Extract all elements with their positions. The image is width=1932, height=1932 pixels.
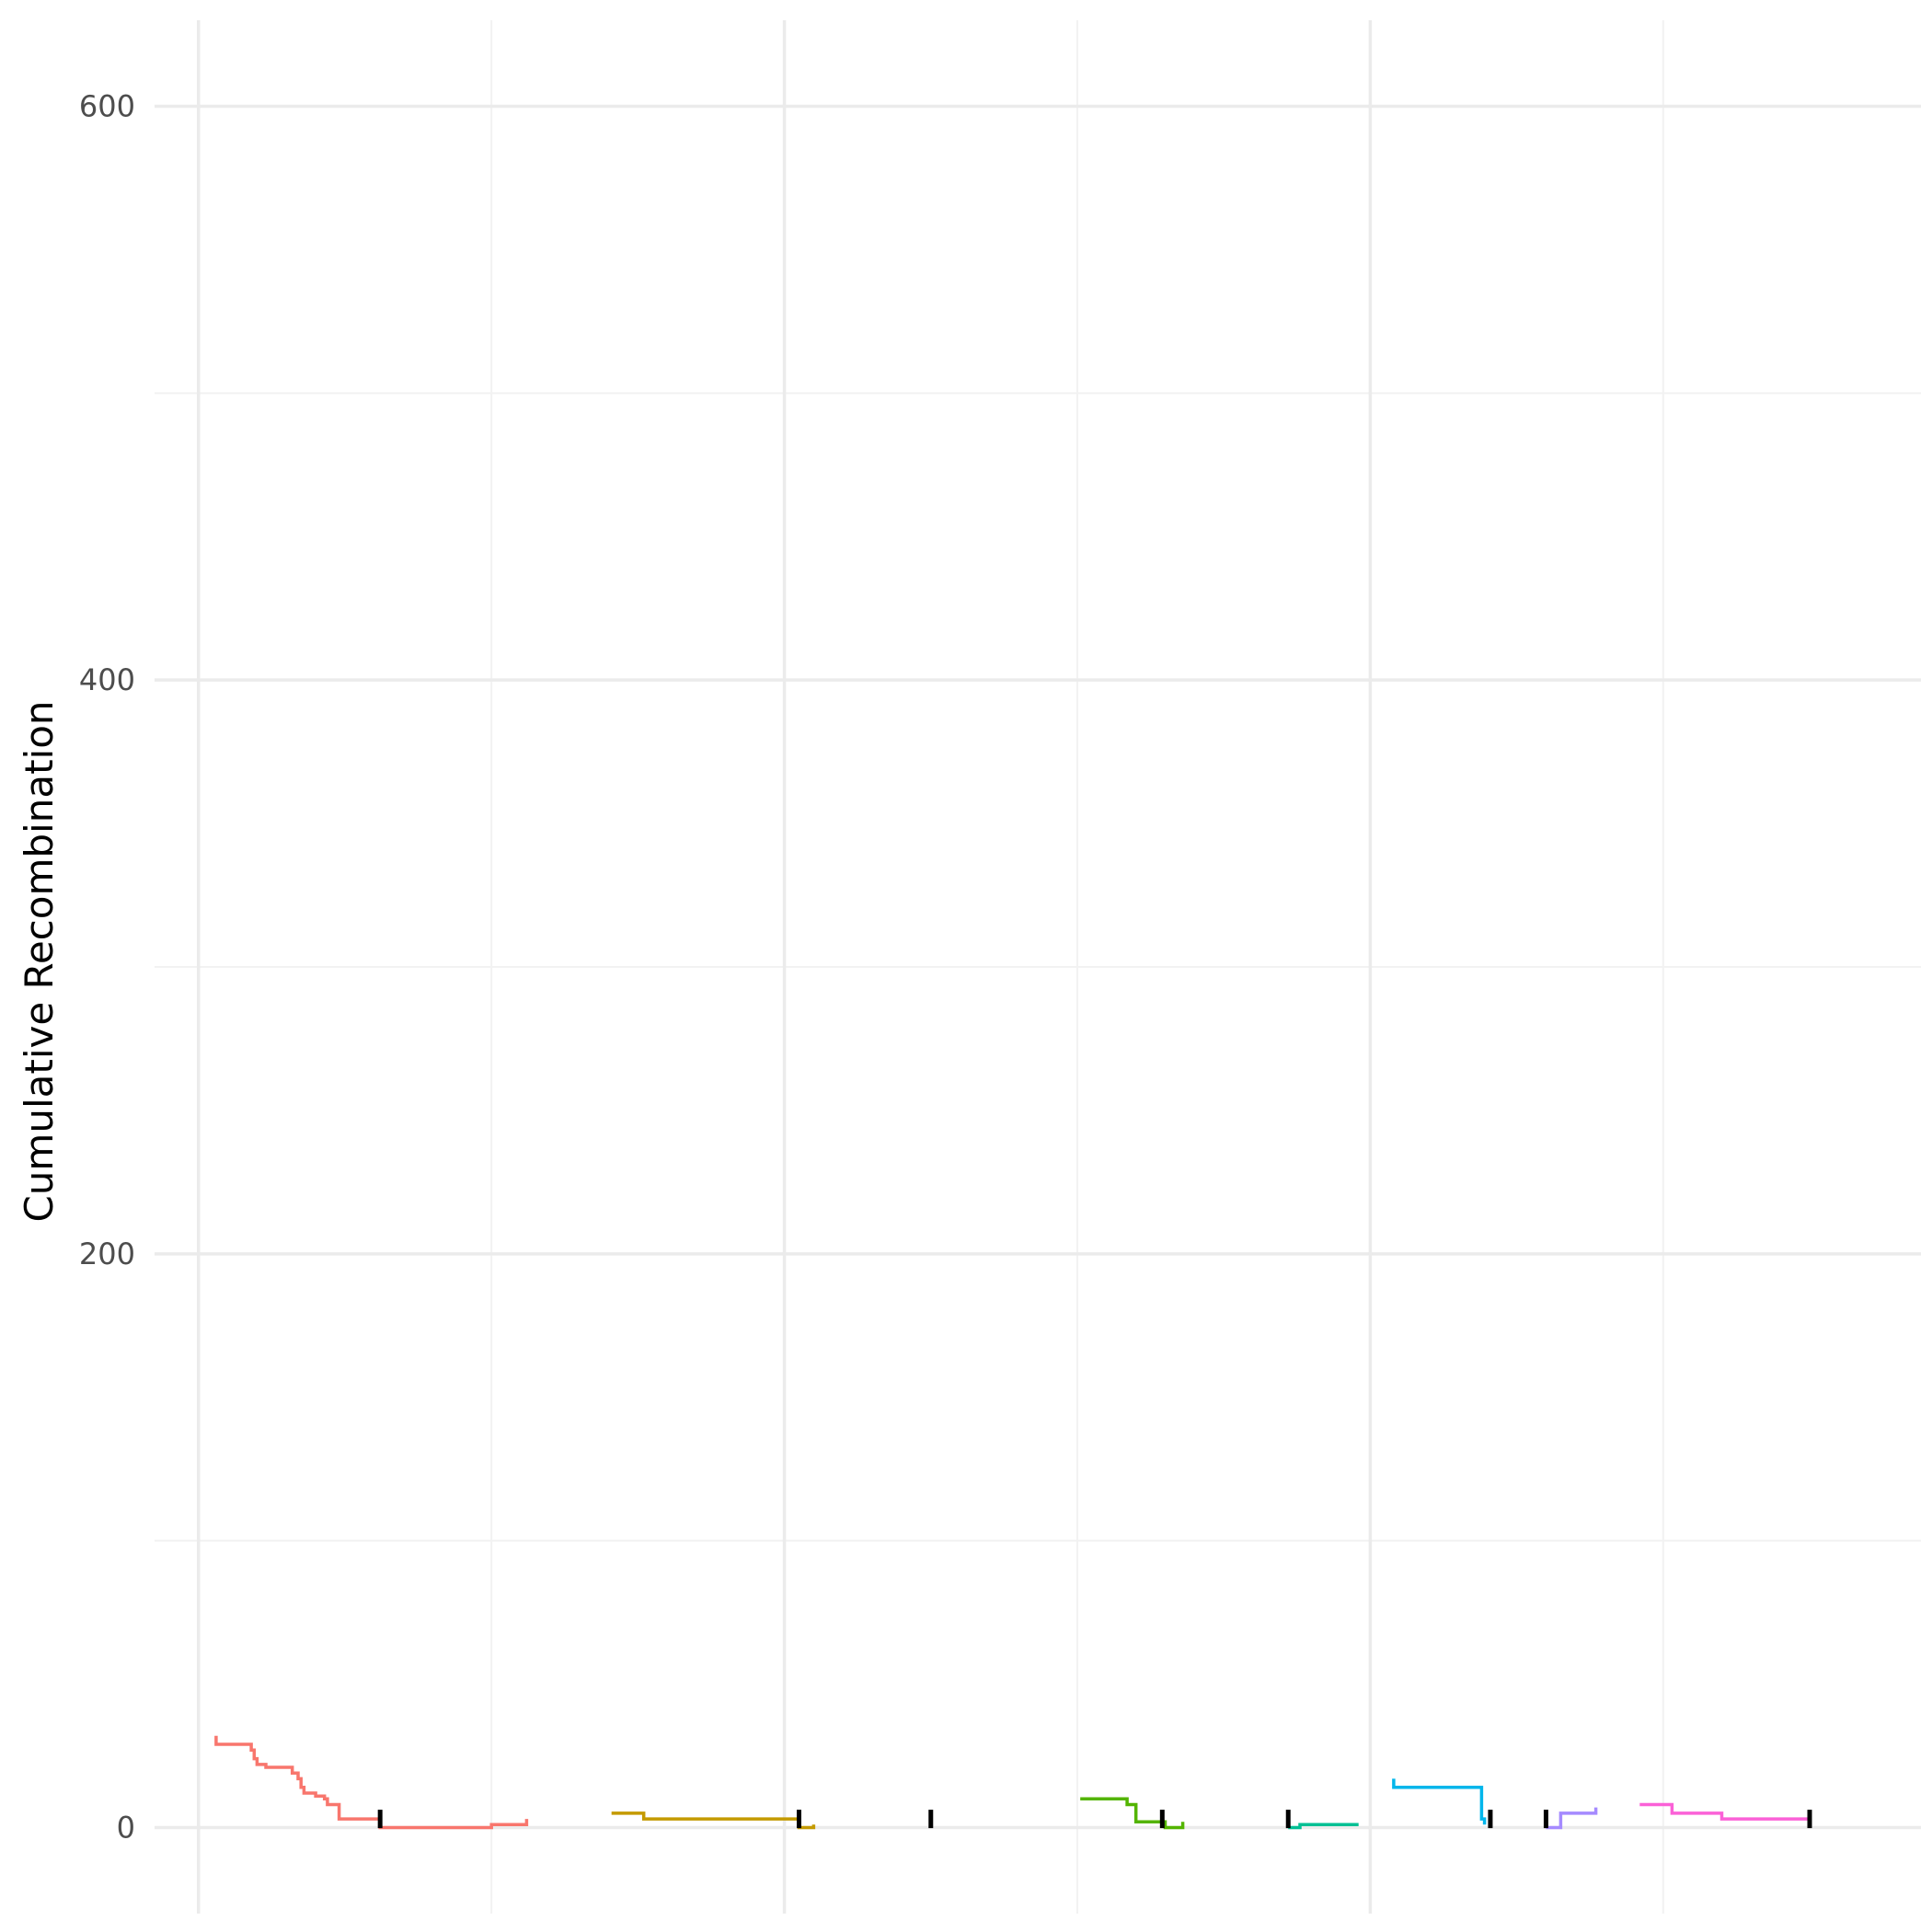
y-tick-label: 200	[79, 1236, 135, 1271]
y-tick-label: 600	[79, 89, 135, 124]
y-tick-label: 0	[117, 1810, 135, 1845]
y-axis-title: Cumulative Recombination	[17, 700, 62, 1222]
y-tick-label: 400	[79, 662, 135, 697]
